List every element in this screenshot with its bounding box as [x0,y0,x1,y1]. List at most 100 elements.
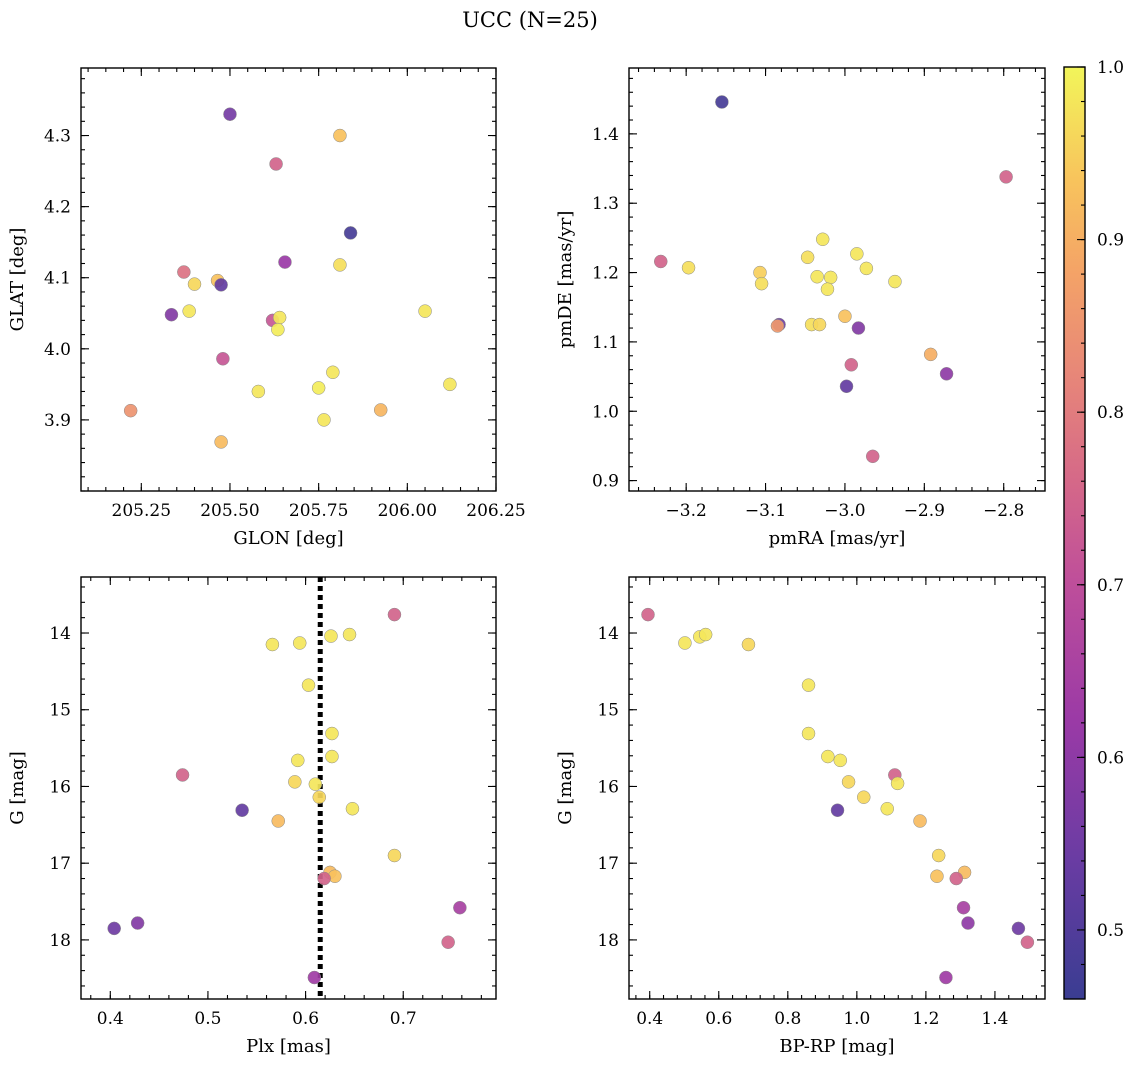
x-tick-label: 0.4 [636,1009,663,1029]
data-point [326,365,340,380]
x-tick-label: −3.1 [745,501,786,521]
x-tick-label: 0.4 [97,1009,124,1029]
data-point [857,790,871,804]
data-point [681,260,696,275]
y-tick-label: 14 [49,624,71,644]
data-point [387,607,402,622]
y-tick-label: 17 [49,854,71,874]
data-point [333,128,347,143]
data-point [291,753,305,768]
data-point [770,319,785,333]
x-tick-label: 0.8 [774,1009,801,1029]
data-point [312,790,327,804]
data-point [715,95,729,109]
data-point [939,367,954,381]
data-point [741,637,756,652]
colorbar: 0.5 0.6 0.7 0.8 0.9 1.0 [1063,58,1124,1000]
data-point [812,317,827,332]
y-tick-label: 4.1 [44,269,71,289]
colorbar-tick-label: 0.7 [1097,576,1124,596]
data-point [810,269,824,284]
colorbar-tick-label: 0.9 [1097,231,1124,251]
data-point [223,107,237,121]
data-point [801,726,816,741]
data-point [949,871,964,886]
data-point [961,916,975,930]
data-point [838,309,852,324]
data-point [754,276,769,291]
data-point [880,801,894,816]
panel-bprp-g: 0.4 0.6 0.8 1.0 1.2 1.4 14 15 16 17 18 BP-RP [mag] G… [555,576,1046,1057]
y-tick-label: 4.3 [44,127,71,147]
x-tick-label: 1.4 [981,1009,1008,1029]
y-tick-label: 1.1 [592,333,619,353]
data-point [801,678,816,692]
data-point [307,970,322,985]
x-tick-label: −2.8 [983,501,1024,521]
data-point [851,321,866,335]
data-point [441,935,455,949]
x-tick-label: 0.5 [194,1009,221,1029]
x-tick-label: 0.6 [705,1009,732,1029]
data-point [839,379,854,394]
data-point [820,282,835,296]
data-point [301,678,316,692]
data-point [325,749,339,764]
data-point [641,607,655,622]
plot-frame [628,576,1046,1000]
x-axis-label: GLON [deg] [233,528,343,549]
data-point [107,921,121,936]
colorbar-tick-label: 0.8 [1097,403,1124,423]
figure-title: UCC (N=25) [462,8,598,32]
plot-frame [628,67,1046,492]
y-tick-label: 1.3 [592,194,619,214]
y-tick-label: 1.0 [592,402,619,422]
y-tick-label: 0.9 [592,472,619,492]
x-tick-label: −2.9 [904,501,945,521]
panel-glon-glat: 205.25 205.50 205.75 206.00 206.25 3.9 4.0 4.1 4… [7,67,526,549]
data-point [823,270,838,285]
data-point [272,310,287,325]
data-point [182,304,196,318]
colorbar-gradient [1063,66,1086,1000]
colorbar-tick-label: 0.6 [1097,748,1124,768]
y-tick-label: 15 [597,701,619,721]
y-axis-label: G [mag] [7,751,28,824]
data-point [271,322,285,337]
y-tick-label: 16 [49,777,71,797]
data-point [177,265,191,279]
data-point [830,803,845,818]
data-point [387,848,402,863]
data-point [164,307,179,322]
data-point [123,403,138,418]
data-point [343,226,358,240]
colorbar-tick-label: 1.0 [1097,58,1124,78]
y-axis-label: G [mag] [555,751,576,824]
x-tick-label: 205.75 [289,501,348,521]
x-tick-label: 205.25 [112,501,171,521]
data-point [930,869,944,883]
panel-plx-g: 0.4 0.5 0.6 0.7 14 15 16 17 18 Plx [mas] G [mag] [7,576,497,1057]
data-point [187,277,202,291]
y-axis-label: GLAT [deg] [7,228,28,332]
y-tick-label: 4.2 [44,198,71,218]
x-tick-label: 206.25 [466,501,525,521]
data-point [214,435,228,449]
data-point [325,726,339,741]
data-point [317,413,331,427]
data-point [923,347,938,362]
data-point [288,775,302,789]
plot-frame [80,576,497,1000]
y-tick-label: 4.0 [44,340,71,360]
x-tick-label: 206.00 [378,501,437,521]
data-point [1020,935,1035,949]
panel-pmra-pmde: −3.2 −3.1 −3.0 −2.9 −2.8 0.9 1.0 1.1 1.2 1.3 1.4 pm… [555,67,1046,549]
data-point [216,352,230,366]
data-point [865,449,880,464]
data-point [333,258,347,272]
x-axis-label: Plx [mas] [246,1036,331,1057]
data-point [833,753,848,768]
data-point [345,801,360,816]
x-tick-label: 0.7 [390,1009,417,1029]
y-tick-label: 16 [597,777,619,797]
